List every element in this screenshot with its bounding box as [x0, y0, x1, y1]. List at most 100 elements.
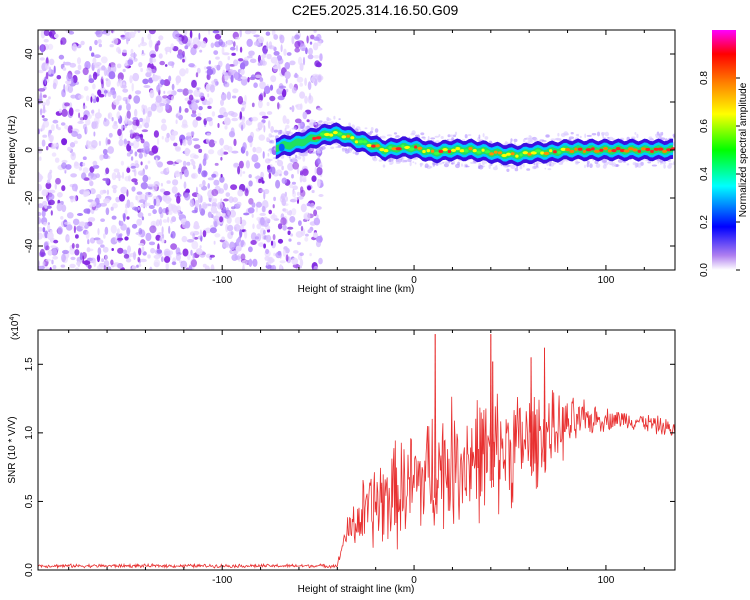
noise-speckle [129, 143, 134, 147]
ridge-peak [549, 149, 552, 152]
noise-speckle [127, 111, 131, 120]
noise-speckle [251, 154, 258, 162]
noise-speckle [177, 89, 183, 93]
noise-speckle [214, 233, 220, 237]
noise-speckle [166, 133, 170, 138]
ridge-fringe [495, 165, 497, 167]
ridge-fringe [335, 146, 339, 148]
ridge-peak [645, 148, 650, 151]
noise-speckle [154, 255, 161, 259]
noise-speckle [271, 57, 278, 64]
ridge-peak [448, 150, 451, 153]
ridge-fringe [342, 148, 345, 152]
ridge-peak [451, 149, 456, 152]
noise-speckle [282, 225, 287, 231]
noise-speckle [231, 53, 236, 56]
ridge-fringe [314, 151, 317, 154]
noise-speckle [167, 217, 169, 223]
noise-speckle [98, 109, 100, 114]
noise-speckle [190, 199, 194, 204]
noise-speckle [51, 143, 58, 147]
noise-speckle [165, 196, 172, 204]
noise-speckle [220, 157, 222, 161]
noise-speckle [319, 165, 322, 168]
noise-speckle [40, 92, 43, 99]
noise-speckle [273, 197, 276, 201]
noise-speckle [96, 97, 99, 103]
noise-speckle [150, 248, 155, 254]
noise-speckle [103, 198, 110, 203]
noise-speckle [209, 60, 211, 64]
noise-speckle [258, 100, 263, 108]
noise-speckle [154, 199, 157, 206]
ridge-fringe [465, 134, 468, 138]
ridge-fringe [635, 163, 638, 166]
noise-speckle [177, 192, 180, 195]
noise-speckle [289, 184, 293, 188]
noise-speckle [48, 250, 53, 256]
ridge-fringe [326, 117, 329, 121]
noise-speckle [136, 119, 140, 126]
noise-speckle [261, 180, 264, 184]
ridge-fringe [557, 133, 559, 137]
noise-speckle [176, 75, 182, 83]
ridge-fringe [667, 165, 672, 169]
noise-speckle [42, 115, 45, 118]
noise-speckle [104, 67, 107, 76]
noise-speckle [179, 106, 181, 113]
ridge-peak [633, 148, 638, 151]
noise-speckle [317, 108, 322, 111]
noise-speckle [61, 254, 66, 263]
noise-speckle [132, 73, 139, 81]
noise-speckle [257, 122, 264, 128]
noise-speckle [183, 139, 187, 146]
noise-speckle [226, 192, 231, 197]
ridge-peak [494, 151, 498, 154]
noise-speckle [52, 248, 57, 256]
noise-speckle [191, 259, 197, 267]
noise-speckle [43, 227, 46, 232]
noise-speckle [192, 119, 198, 127]
noise-speckle [88, 114, 92, 119]
ridge-peak [316, 136, 322, 139]
noise-speckle [266, 218, 270, 222]
noise-speckle [266, 137, 269, 141]
noise-speckle [172, 84, 175, 90]
noise-speckle [264, 189, 270, 194]
ridge-fringe [571, 132, 574, 134]
ridge-fringe [493, 167, 498, 171]
ridge-fringe [269, 133, 272, 137]
ridge-peak [468, 147, 472, 150]
noise-speckle [215, 81, 218, 86]
noise-speckle [278, 58, 283, 65]
ridge-fringe [420, 163, 424, 166]
ridge-peak [650, 150, 654, 153]
noise-speckle [83, 115, 88, 121]
ridge-fringe [338, 118, 341, 120]
noise-speckle [48, 44, 54, 50]
noise-speckle [160, 79, 165, 85]
ridge-fringe [637, 165, 641, 168]
noise-speckle [265, 249, 269, 254]
noise-speckle [139, 199, 146, 203]
noise-speckle [203, 264, 207, 268]
noise-speckle [163, 101, 167, 104]
colorbar-tick-label: 0.0 [699, 263, 710, 277]
noise-speckle [142, 129, 148, 132]
noise-speckle [240, 111, 243, 119]
noise-speckle [190, 250, 192, 256]
noise-speckle [38, 266, 45, 270]
noise-speckle [176, 120, 178, 125]
noise-speckle [268, 45, 274, 49]
noise-speckle [286, 89, 288, 93]
noise-speckle [143, 108, 145, 115]
noise-speckle [93, 99, 96, 103]
noise-speckle [100, 244, 105, 247]
noise-speckle [185, 68, 188, 74]
noise-speckle [152, 209, 157, 214]
noise-speckle [268, 210, 272, 215]
noise-speckle [46, 99, 50, 106]
ridge-peak [427, 149, 431, 152]
spectrogram-panel: -100 0 100 -40 -20 0 20 40 Height of straight … [7, 27, 677, 295]
noise-speckle [117, 263, 123, 269]
